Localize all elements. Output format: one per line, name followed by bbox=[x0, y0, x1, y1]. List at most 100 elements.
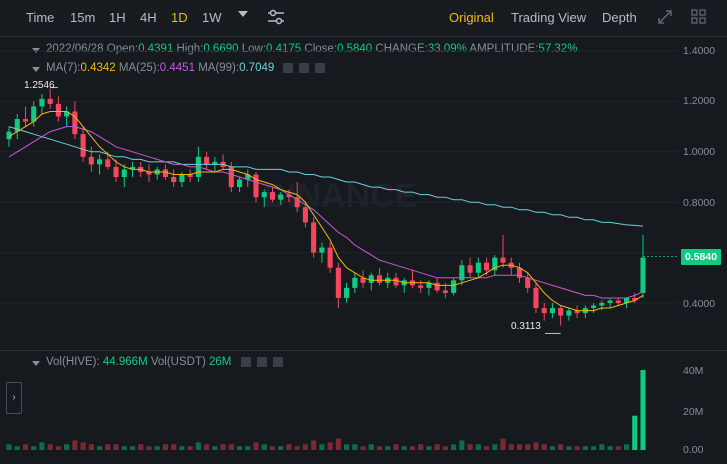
volume-bar bbox=[31, 446, 37, 450]
vol-close-icon[interactable] bbox=[272, 356, 283, 367]
candle-body bbox=[302, 207, 308, 223]
settings-sliders-icon[interactable] bbox=[267, 9, 285, 25]
interval-1w[interactable]: 1W bbox=[202, 10, 222, 25]
volume-bar bbox=[204, 444, 210, 450]
candle-body bbox=[146, 171, 152, 175]
volume-bar bbox=[541, 444, 547, 450]
volume-bar bbox=[105, 444, 111, 450]
vol-hive-value: 44.966M bbox=[102, 356, 148, 368]
volume-bar bbox=[39, 442, 45, 450]
candle-body bbox=[179, 174, 185, 183]
ma-info-line: MA(7):0.4342 MA(25):0.4451 MA(99):0.7049 bbox=[46, 62, 326, 74]
ma99-label: MA(99): bbox=[198, 62, 240, 74]
volume-bar bbox=[368, 444, 374, 450]
candle-body bbox=[344, 287, 350, 298]
volume-panel bbox=[0, 350, 727, 464]
candle-body bbox=[269, 192, 276, 200]
ma-settings-icon[interactable] bbox=[283, 62, 294, 73]
vol-settings-icon[interactable] bbox=[240, 356, 251, 367]
high-label: High: bbox=[176, 43, 204, 55]
candle-body bbox=[368, 275, 374, 283]
view-tradingview-tab[interactable]: Trading View bbox=[511, 10, 587, 25]
candle-body bbox=[525, 277, 531, 288]
candle-body bbox=[623, 297, 630, 303]
volume-bar bbox=[80, 442, 86, 450]
ohlc-info-line: 2022/06/28 Open:0.4391 High:0.6690 Low:0… bbox=[46, 43, 577, 55]
interval-4h[interactable]: 4H bbox=[140, 10, 157, 25]
volume-bar bbox=[591, 446, 597, 450]
ma-collapse-caret-icon[interactable] bbox=[32, 67, 40, 72]
volume-bar bbox=[401, 446, 407, 450]
ma25-line bbox=[8, 126, 644, 299]
more-intervals-chevron-icon[interactable] bbox=[238, 11, 248, 17]
volume-bar bbox=[319, 444, 325, 450]
interval-15m[interactable]: 15m bbox=[70, 10, 96, 25]
view-original-tab[interactable]: Original bbox=[449, 10, 494, 25]
candle-body bbox=[187, 174, 193, 177]
volume-bar bbox=[245, 446, 251, 450]
ma-close-icon[interactable] bbox=[315, 62, 326, 73]
candle-body bbox=[599, 303, 605, 306]
volume-bar bbox=[484, 446, 490, 450]
change-value: 33.09% bbox=[427, 43, 467, 55]
volume-bar bbox=[492, 444, 498, 450]
candle-body bbox=[442, 290, 448, 293]
volume-bar bbox=[467, 444, 473, 450]
candlestick-chart[interactable]: BINANCE bbox=[0, 37, 678, 350]
candle-body bbox=[212, 161, 218, 165]
interval-1d[interactable]: 1D bbox=[171, 10, 188, 25]
volume-bar bbox=[55, 446, 61, 450]
volume-bar bbox=[409, 446, 416, 450]
candle-body bbox=[541, 308, 547, 314]
time-button[interactable]: Time bbox=[26, 10, 55, 25]
volume-bar bbox=[212, 446, 218, 450]
open-label: Open: bbox=[106, 43, 139, 55]
volume-bar bbox=[525, 444, 531, 450]
candle-body bbox=[451, 280, 457, 293]
view-depth-tab[interactable]: Depth bbox=[602, 10, 637, 25]
candle-body bbox=[286, 194, 292, 198]
candle-body bbox=[615, 300, 621, 303]
ma99-line bbox=[8, 126, 644, 227]
high-mark-label: 1.2546 bbox=[24, 80, 55, 91]
volume-bar bbox=[574, 446, 580, 450]
candle-body bbox=[55, 103, 61, 117]
volume-bar bbox=[640, 370, 646, 450]
volume-bar bbox=[434, 444, 440, 450]
candle-body bbox=[31, 106, 37, 122]
volume-bar bbox=[179, 446, 185, 450]
volume-bar bbox=[344, 444, 350, 450]
expand-panel-button[interactable]: › bbox=[6, 382, 22, 414]
volume-bar bbox=[14, 446, 20, 450]
candle-body bbox=[418, 285, 424, 288]
volume-bar bbox=[607, 446, 613, 450]
grid-layout-icon[interactable] bbox=[691, 9, 707, 25]
volume-bar bbox=[294, 446, 300, 450]
open-value: 0.4391 bbox=[138, 43, 174, 55]
ma99-value: 0.7049 bbox=[239, 62, 275, 74]
volume-bar bbox=[269, 446, 276, 450]
ma-hide-icon[interactable] bbox=[299, 62, 310, 73]
candle-body bbox=[484, 262, 490, 271]
candle-body bbox=[64, 111, 70, 117]
interval-1h[interactable]: 1H bbox=[109, 10, 126, 25]
vol-hide-icon[interactable] bbox=[256, 356, 267, 367]
candle-body bbox=[566, 310, 572, 316]
amplitude-value: 57.32% bbox=[538, 43, 578, 55]
candle-body bbox=[39, 98, 45, 107]
candle-body bbox=[574, 310, 580, 314]
ma25-value: 0.4451 bbox=[159, 62, 195, 74]
volume-bar bbox=[549, 446, 555, 450]
volume-bar bbox=[393, 444, 399, 450]
candle-body bbox=[632, 297, 638, 301]
volume-collapse-caret-icon[interactable] bbox=[32, 361, 40, 366]
candle-body bbox=[228, 166, 234, 188]
candle-body bbox=[434, 282, 440, 291]
vol-tick-20m: 20M bbox=[683, 406, 704, 418]
volume-bar bbox=[623, 444, 630, 450]
vol-hive-label: Vol(HIVE): bbox=[46, 356, 100, 368]
candle-body bbox=[426, 282, 432, 288]
current-price-tag: 0.5840 bbox=[681, 249, 721, 265]
candle-body bbox=[113, 166, 119, 177]
fullscreen-icon[interactable] bbox=[657, 9, 673, 25]
